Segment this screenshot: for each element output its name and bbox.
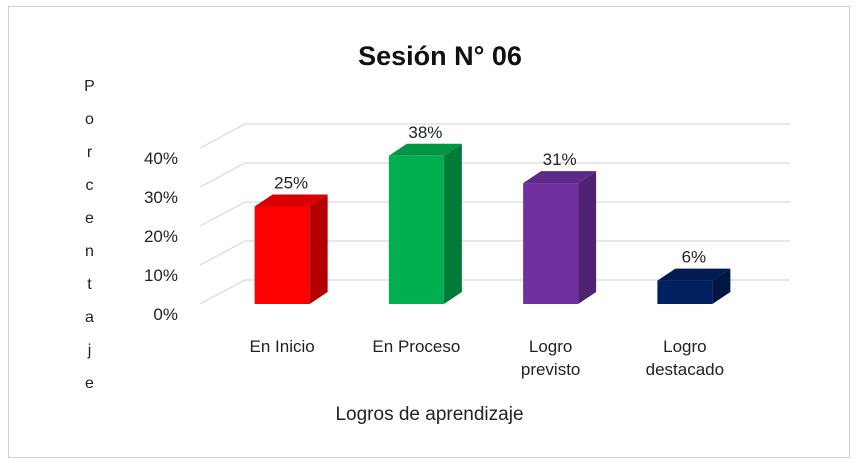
y-tick-label: 10% [144,266,178,285]
y-tick-label: 0% [153,305,178,324]
x-axis-label: Logros de aprendizaje [335,404,524,425]
x-tick-label: Logro destacado [645,337,725,379]
grid-line [199,201,790,227]
y-axis-label: Porcentaje [81,78,98,408]
bar-side [578,171,597,304]
y-tick-label: 30% [144,188,178,207]
data-label: 38% [408,123,442,142]
grid-line [199,279,790,305]
chart-frame [8,6,850,458]
x-tick-label: Logro previsto [520,337,581,379]
bar [523,183,579,304]
y-tick-label: 40% [144,149,178,168]
grid-line [199,162,790,188]
bar-side [443,143,462,304]
x-tick-label: En Proceso [372,337,461,356]
bar [388,155,444,304]
bar-top [254,194,328,207]
y-tick-label: 20% [144,227,178,246]
bar-top [523,171,597,184]
data-label: 31% [543,150,577,169]
bar [657,280,713,304]
bar-top [388,143,462,156]
chart-title: Sesión N° 06 [358,41,522,71]
grid-line [199,240,790,266]
bar-side [712,268,731,304]
grid-line [199,123,790,149]
data-label: 25% [274,174,308,193]
data-label: 6% [682,248,707,267]
bar-top [657,268,731,281]
bar-side [309,194,328,304]
bar [254,206,310,304]
x-tick-label: En Inicio [249,337,315,356]
